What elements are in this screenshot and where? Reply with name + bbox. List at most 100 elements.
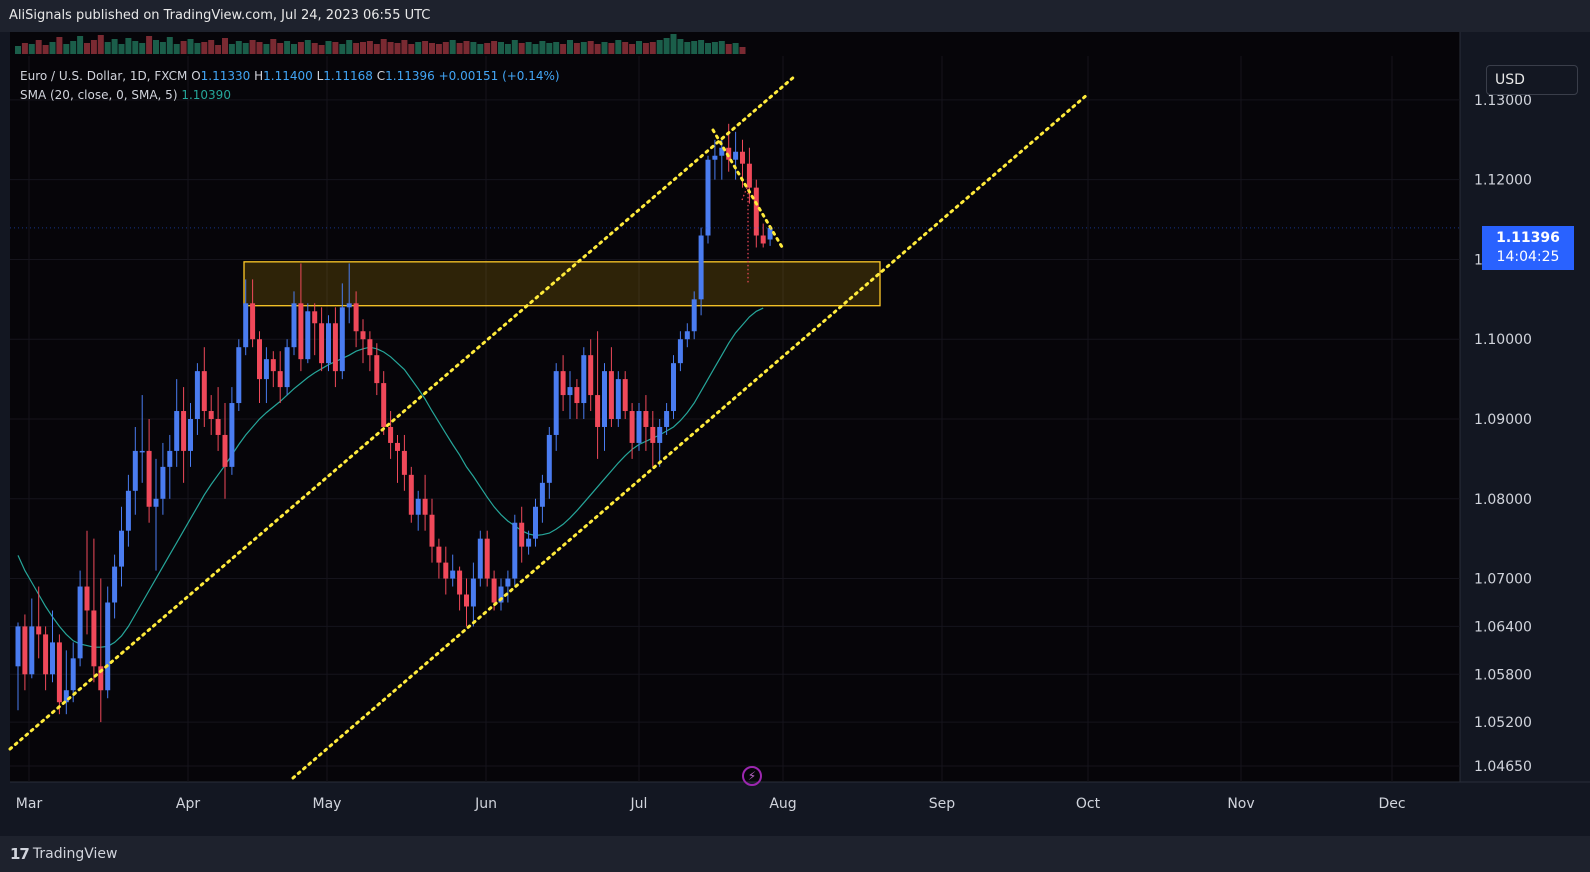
candle-body <box>381 383 387 427</box>
volume-bar <box>394 43 401 54</box>
volume-bar <box>677 39 684 54</box>
candle-body <box>560 371 566 396</box>
high-label: H <box>254 69 264 83</box>
volume-bar <box>560 44 567 54</box>
candle-body <box>450 570 456 579</box>
candle-body <box>188 419 193 451</box>
candle-body <box>112 566 118 603</box>
volume-bar <box>401 40 408 54</box>
candle-body <box>36 626 42 635</box>
volume-bar <box>28 44 35 54</box>
candle-body <box>277 371 283 388</box>
volume-bar <box>63 44 70 54</box>
candle-body <box>360 331 366 340</box>
candle-body <box>539 482 545 507</box>
candle-body <box>705 159 711 236</box>
volume-bar <box>539 41 546 54</box>
candle-body <box>470 578 476 607</box>
candle-body <box>222 434 228 467</box>
candle-body <box>201 371 207 412</box>
volume-bar <box>277 43 284 54</box>
symbol-name[interactable]: Euro / U.S. Dollar, 1D, FXCM <box>20 69 188 83</box>
candle-body <box>677 339 683 364</box>
currency-button[interactable]: USD <box>1486 65 1578 95</box>
volume-bar <box>456 43 463 54</box>
candle-body <box>595 395 601 427</box>
volume-bar <box>249 40 256 54</box>
candle-body <box>29 626 35 675</box>
candle-body <box>91 610 97 667</box>
candle-body <box>146 450 152 507</box>
candle-body <box>229 403 235 467</box>
bottom-bar: 17 TradingView <box>0 836 1590 872</box>
volume-bar <box>325 41 332 54</box>
low-value: 1.11168 <box>323 69 373 83</box>
top-bar: AliSignals published on TradingView.com,… <box>0 0 1590 32</box>
candle-body <box>753 187 759 236</box>
volume-bar <box>670 34 677 54</box>
volume-bar <box>732 43 739 54</box>
candle-body <box>374 355 380 384</box>
volume-bar <box>153 40 159 54</box>
volume-bar <box>435 44 442 54</box>
channel-lower-trendline <box>291 92 1090 780</box>
volume-bar <box>291 44 297 54</box>
candle-body <box>740 151 745 164</box>
price-chart[interactable]: 1.130001.120001.110001.100001.090001.080… <box>0 0 1590 836</box>
volume-bar <box>56 37 63 54</box>
volume-bar <box>77 36 84 54</box>
close-value: 1.11396 <box>385 69 435 83</box>
candle-body <box>284 347 290 388</box>
volume-bar <box>263 44 270 54</box>
candle-body <box>636 411 642 443</box>
candle-body <box>105 602 111 691</box>
volume-bar <box>415 42 422 54</box>
candle-body <box>512 522 518 579</box>
volume-bar <box>656 40 663 54</box>
channel-upper-trendline <box>8 74 797 751</box>
volume-bar <box>49 42 56 54</box>
candle-body <box>422 498 428 515</box>
volume-bar <box>208 40 215 54</box>
month-tick-label: Apr <box>176 796 200 812</box>
volume-bar <box>332 42 339 54</box>
chart-legend: Euro / U.S. Dollar, 1D, FXCM O1.11330 H1… <box>20 67 560 105</box>
candle-body <box>505 578 511 587</box>
candle-body <box>760 235 766 244</box>
sma-legend-row: SMA (20, close, 0, SMA, 5) 1.10390 <box>20 86 560 105</box>
candle-body <box>546 434 552 483</box>
time-scale-area <box>10 782 1590 836</box>
candle-body <box>401 450 407 475</box>
volume-bar <box>166 37 173 54</box>
volume-bar <box>622 42 629 54</box>
volume-bar <box>270 39 277 54</box>
volume-bar <box>608 43 615 54</box>
volume-bar <box>705 43 711 54</box>
volume-bar <box>615 40 622 54</box>
candle-body <box>671 363 676 412</box>
sma-label[interactable]: SMA (20, close, 0, SMA, 5) <box>20 88 178 102</box>
volume-bar <box>242 43 249 54</box>
volume-bar <box>449 40 456 54</box>
candle-body <box>353 303 359 332</box>
volume-bar <box>159 42 166 54</box>
volume-bar <box>194 43 201 54</box>
candle-body <box>567 387 573 396</box>
candle-body <box>608 371 614 419</box>
volume-bar <box>663 38 670 54</box>
candle-body <box>519 522 525 547</box>
candle-body <box>464 594 469 607</box>
candle-body <box>56 642 62 703</box>
candle-body <box>574 387 580 404</box>
volume-bar <box>408 44 415 54</box>
lightning-icon[interactable]: ⚡ <box>742 766 762 786</box>
candle-body <box>346 303 352 308</box>
tradingview-logo[interactable]: 17 TradingView <box>10 845 117 863</box>
volume-bar <box>498 42 504 54</box>
bar-countdown: 14:04:25 <box>1496 249 1560 265</box>
month-tick-label: Jun <box>474 796 497 812</box>
tv-logo-icon: 17 <box>10 845 30 863</box>
volume-bar <box>442 42 449 54</box>
candle-body <box>312 311 318 324</box>
low-label: L <box>316 69 324 83</box>
